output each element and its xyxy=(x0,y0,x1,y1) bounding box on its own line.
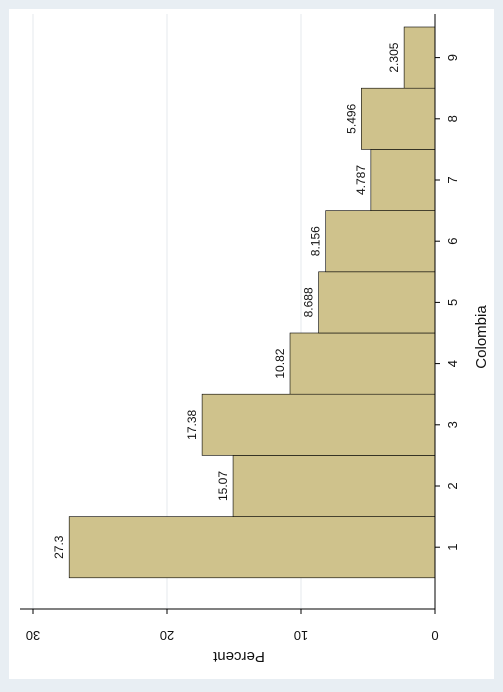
bar-5 xyxy=(318,271,436,334)
category-tick-label-7: 7 xyxy=(445,176,460,183)
bar-value-labels: 27.3 15.07 17.38 10.82 8.688 8.156 4.787 5.496 2… xyxy=(52,42,401,559)
bar-label-7: 4.787 xyxy=(354,165,368,195)
value-tick-label-30: 30 xyxy=(26,628,40,643)
bar-8 xyxy=(361,87,436,150)
value-tick-label-10: 10 xyxy=(294,628,308,643)
value-tick-label-20: 20 xyxy=(160,628,174,643)
bar-label-3: 17.38 xyxy=(185,409,199,439)
category-tick-label-5: 5 xyxy=(445,299,460,306)
category-tick-label-3: 3 xyxy=(445,421,460,428)
bar-4 xyxy=(289,332,436,395)
bar-9 xyxy=(403,26,436,89)
category-tick-label-2: 2 xyxy=(445,482,460,489)
bar-7 xyxy=(370,149,436,211)
axes: 1 2 3 4 5 6 7 8 9 0 10 20 30 xyxy=(20,14,460,643)
bar-label-4: 10.82 xyxy=(273,348,287,378)
category-tick-label-1: 1 xyxy=(445,544,460,551)
category-tick-label-9: 9 xyxy=(445,54,460,61)
bar-6 xyxy=(325,210,436,273)
bar-label-8: 5.496 xyxy=(344,103,358,133)
bar-2 xyxy=(232,455,436,517)
bars xyxy=(68,26,436,579)
bar-label-5: 8.688 xyxy=(302,287,316,317)
category-tick-label-4: 4 xyxy=(445,360,460,367)
value-tick-label-0: 0 xyxy=(431,628,438,643)
category-tick-label-6: 6 xyxy=(445,238,460,245)
bar-label-9: 2.305 xyxy=(387,42,401,72)
bar-3 xyxy=(201,393,436,456)
x-axis-title: Colombia xyxy=(473,305,490,369)
bar-label-6: 8.156 xyxy=(309,226,323,256)
y-axis-title: Percent xyxy=(212,648,265,665)
bar-label-2: 15.07 xyxy=(216,471,230,501)
bar-label-1: 27.3 xyxy=(52,535,66,559)
category-tick-label-8: 8 xyxy=(445,115,460,122)
bar-1 xyxy=(68,516,436,579)
